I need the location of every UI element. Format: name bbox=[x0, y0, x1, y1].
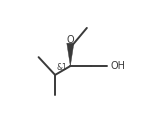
Text: OH: OH bbox=[110, 61, 125, 71]
Text: O: O bbox=[66, 35, 74, 45]
Text: &1: &1 bbox=[56, 64, 67, 72]
Polygon shape bbox=[67, 43, 74, 66]
